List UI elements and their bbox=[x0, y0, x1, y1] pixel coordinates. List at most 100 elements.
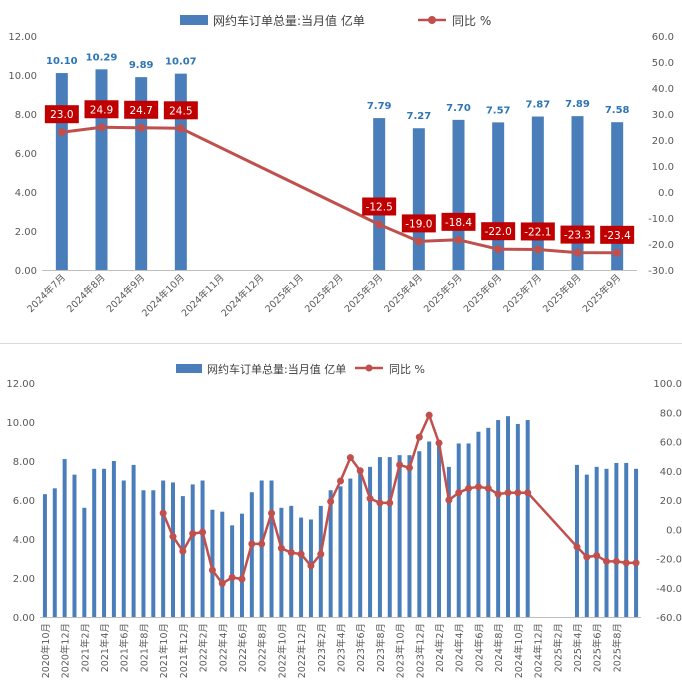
top-chart-right-axis: -30.0 -20.0 -10.0 0.0 10.0 20.0 30.0 40.0 50.0 60… bbox=[648, 32, 674, 277]
yoy-point bbox=[405, 464, 413, 472]
yoy-point bbox=[179, 547, 187, 555]
yoy-point bbox=[57, 128, 66, 137]
yoy-point bbox=[277, 544, 285, 552]
bar bbox=[72, 474, 77, 617]
x-axis-tick: 2023年12月 bbox=[414, 623, 426, 678]
right-axis-tick: -10.0 bbox=[648, 214, 674, 225]
yoy-point bbox=[622, 559, 630, 567]
right-axis-tick: -40.0 bbox=[656, 584, 682, 595]
bar bbox=[121, 480, 126, 617]
left-axis-tick: 2.00 bbox=[15, 227, 37, 238]
line-value-label-box bbox=[441, 212, 476, 231]
yoy-point bbox=[375, 220, 384, 229]
x-axis-tick: 2025年8月 bbox=[540, 272, 583, 315]
bar bbox=[417, 451, 422, 617]
yoy-point bbox=[248, 540, 256, 548]
x-axis-tick: 2023年2月 bbox=[316, 623, 328, 672]
x-axis-tick: 2025年4月 bbox=[572, 623, 584, 672]
bar bbox=[259, 480, 264, 617]
bar bbox=[584, 474, 589, 617]
bar-value-label: 7.87 bbox=[525, 100, 550, 111]
top-chart-bar-labels: 10.10 10.29 9.89 10.07 7.79 7.27 7.70 7.57 7.87 7… bbox=[46, 52, 630, 122]
chart-divider bbox=[0, 343, 682, 344]
bottom-chart-line bbox=[159, 411, 640, 587]
bar-value-label: 7.27 bbox=[406, 111, 431, 122]
bottom-chart-x-axis: 2020年10月 2020年12月 2021年2月 2021年4月 2021年6月 202… bbox=[40, 617, 641, 678]
bar bbox=[131, 464, 136, 617]
yoy-point bbox=[228, 574, 236, 582]
yoy-point bbox=[356, 467, 364, 475]
right-axis-tick: 50.0 bbox=[652, 58, 674, 69]
yoy-point bbox=[386, 499, 394, 507]
bar-value-label: 10.29 bbox=[86, 52, 118, 63]
right-axis-tick: -20.0 bbox=[656, 555, 682, 566]
right-axis-tick: -20.0 bbox=[648, 240, 674, 251]
line-value-label-box bbox=[163, 101, 198, 120]
left-axis-tick: 8.00 bbox=[13, 457, 35, 468]
bar bbox=[348, 478, 353, 617]
bar bbox=[299, 517, 304, 617]
yoy-point bbox=[454, 235, 463, 244]
bar bbox=[249, 492, 254, 617]
left-axis-tick: 0.00 bbox=[13, 613, 35, 624]
bar bbox=[279, 507, 284, 617]
right-axis-tick: 80.0 bbox=[660, 408, 682, 419]
bar bbox=[62, 459, 67, 617]
x-axis-tick: 2024年4月 bbox=[454, 623, 466, 672]
x-axis-tick: 2025年9月 bbox=[580, 272, 623, 315]
left-axis-tick: 0.00 bbox=[15, 266, 37, 277]
bar-value-label: 10.10 bbox=[46, 56, 78, 67]
line-value-label: 23.0 bbox=[50, 109, 73, 121]
top-chart-line bbox=[57, 123, 622, 257]
yoy-point bbox=[465, 484, 473, 492]
x-axis-tick: 2021年4月 bbox=[99, 623, 111, 672]
right-axis-tick: 40.0 bbox=[660, 467, 682, 478]
bar bbox=[151, 490, 156, 617]
right-axis-tick: 60.0 bbox=[660, 438, 682, 449]
right-axis-tick: 0.0 bbox=[666, 525, 682, 536]
bar bbox=[611, 122, 624, 270]
x-axis-tick: 2024年12月 bbox=[533, 623, 545, 678]
yoy-point bbox=[366, 495, 374, 503]
bar bbox=[190, 484, 195, 617]
bar bbox=[525, 420, 530, 617]
bar-value-label: 7.57 bbox=[486, 105, 511, 116]
x-axis-tick: 2025年2月 bbox=[302, 272, 345, 315]
bar bbox=[446, 466, 451, 617]
bar bbox=[574, 464, 579, 617]
bottom-chart: 网约车订单总量:当月值 亿单 同比 % 0.00 2.00 4.00 6.00 8.00… bbox=[6, 362, 682, 678]
bar bbox=[141, 490, 146, 617]
bar bbox=[180, 496, 185, 617]
x-axis-tick: 2024年10月 bbox=[513, 623, 525, 678]
yoy-point bbox=[189, 530, 197, 538]
yoy-point bbox=[169, 533, 177, 541]
left-axis-tick: 12.00 bbox=[8, 32, 37, 43]
line-value-label: -22.1 bbox=[524, 226, 551, 238]
yoy-point bbox=[208, 566, 216, 574]
bar bbox=[55, 73, 68, 270]
line-value-label-box bbox=[124, 100, 159, 119]
yoy-point bbox=[504, 489, 512, 497]
left-axis-tick: 10.00 bbox=[6, 418, 35, 429]
bar bbox=[452, 119, 465, 270]
yoy-point bbox=[268, 509, 276, 517]
bar bbox=[387, 457, 392, 617]
yoy-point bbox=[337, 477, 344, 485]
bar bbox=[594, 466, 599, 617]
bar bbox=[604, 468, 609, 617]
x-axis-tick: 2024年6月 bbox=[473, 623, 485, 672]
x-axis-tick: 2025年7月 bbox=[501, 272, 544, 315]
bottom-chart-right-axis: -60.0 -40.0 -20.0 0.0 20.0 40.0 60.0 80.0 100.0 bbox=[653, 379, 682, 624]
yoy-point bbox=[613, 248, 622, 257]
x-axis-tick: 2021年2月 bbox=[79, 623, 91, 672]
line-value-label: -23.4 bbox=[604, 230, 631, 242]
yoy-point bbox=[494, 245, 503, 254]
right-axis-tick: -30.0 bbox=[648, 266, 674, 277]
bar bbox=[407, 455, 412, 617]
yoy-point bbox=[327, 497, 335, 505]
x-axis-tick: 2025年5月 bbox=[421, 272, 464, 315]
bar bbox=[269, 480, 274, 617]
yoy-point bbox=[199, 528, 207, 536]
yoy-point bbox=[176, 124, 185, 133]
bar bbox=[358, 470, 363, 617]
